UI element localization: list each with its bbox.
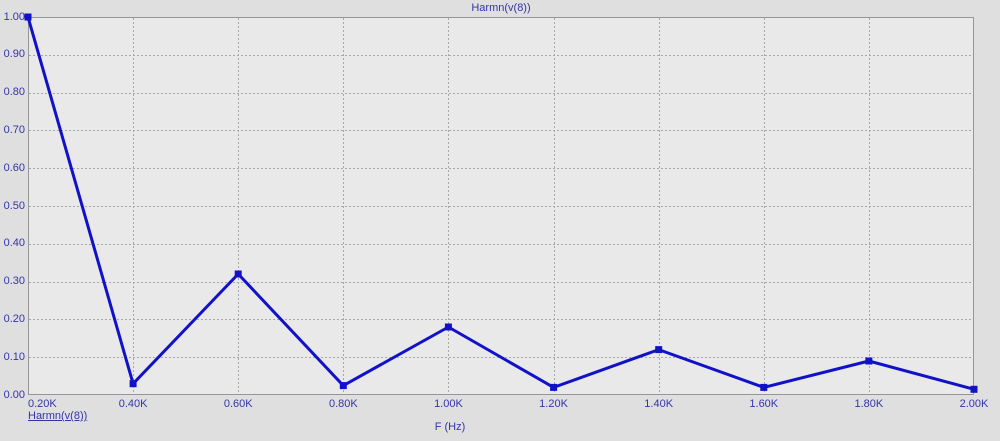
plot-area (28, 17, 974, 395)
x-axis-tick-label: 1.40K (644, 398, 674, 410)
y-axis-tick-label: 0.00 (3, 388, 25, 401)
x-axis-tick-label: 1.80K (854, 398, 884, 410)
x-axis-tick-label: 0.60K (223, 398, 253, 410)
x-axis-tick-label: 0.20K (28, 398, 57, 410)
x-axis-tick-label: 0.80K (328, 398, 358, 410)
y-axis-tick-label: 0.20 (3, 312, 25, 325)
plot-title: Harmn(v(8)) (471, 2, 531, 14)
x-axis-tick-label: 0.40K (118, 398, 148, 410)
y-axis-tick-label: 0.60 (3, 161, 25, 174)
x-axis-tick-label: 2.00K (959, 398, 989, 410)
y-axis-tick-label: 0.70 (3, 123, 25, 136)
y-axis-tick-label: 1.00 (3, 10, 25, 23)
y-axis-tick-label: 0.30 (3, 275, 25, 288)
x-axis-tick-label: 1.00K (434, 398, 463, 410)
x-axis-title: F (Hz) (434, 421, 466, 433)
y-axis-tick-label: 0.90 (3, 48, 25, 61)
x-axis-tick-label: 1.60K (749, 398, 779, 410)
y-axis-tick-label: 0.40 (3, 237, 25, 250)
y-axis-tick-label: 0.10 (3, 350, 25, 363)
x-axis-tick-label: 1.20K (539, 398, 568, 410)
y-axis-tick-label: 0.80 (3, 86, 25, 99)
legend-series-label[interactable]: Harmn(v(8)) (28, 410, 88, 422)
y-axis-tick-label: 0.50 (3, 199, 25, 212)
